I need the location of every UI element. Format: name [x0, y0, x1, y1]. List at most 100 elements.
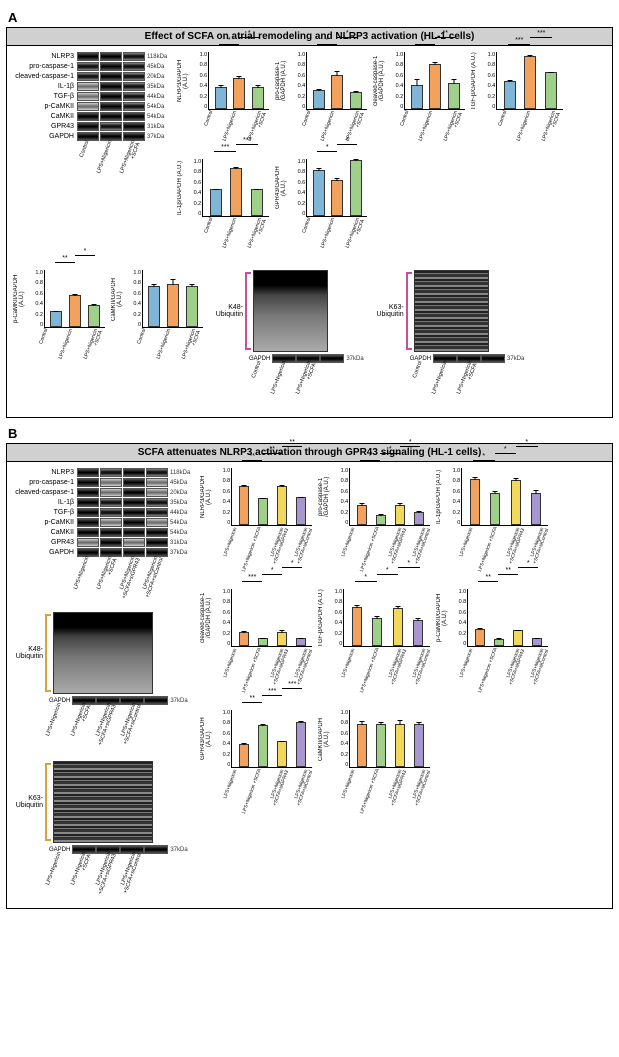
- error-cap: [472, 477, 477, 478]
- sig-stars: *: [504, 446, 507, 453]
- sig-stars: *: [386, 567, 389, 574]
- x-label: LPS+Nigericin +SCFA+siGPR43: [263, 769, 292, 825]
- bar: [411, 85, 423, 109]
- ytick: 0.2: [341, 510, 349, 516]
- chart-area: TGF-β/GAPDH (A.U.)1.00.80.60.40.20***: [318, 589, 430, 647]
- blot-row: NLRP3118kDa: [13, 468, 190, 477]
- x-label: Control: [31, 328, 57, 372]
- panel-a-ubiquitin: K48- UbiquitinGAPDH37kDaControlLPS+Niger…: [213, 270, 524, 411]
- sig-stars: **: [486, 574, 491, 581]
- sig-line: [242, 581, 262, 582]
- x-labels: LPS+NigericinLPS+Nigericin +SCFALPS+Nige…: [318, 769, 430, 825]
- band: [100, 102, 122, 111]
- kda-label: 118kDa: [168, 470, 190, 476]
- blot-bands: [77, 538, 168, 547]
- sig-line: [236, 144, 258, 145]
- ytick: 0.8: [298, 169, 306, 175]
- band: [123, 112, 145, 121]
- bar: [148, 286, 160, 327]
- band: [123, 538, 145, 547]
- error-cap: [378, 514, 383, 515]
- blot-label: p-CaMKII: [13, 519, 77, 526]
- ytick: 0.8: [459, 599, 467, 605]
- sig-line: [282, 688, 302, 689]
- blot-row: CaMKII54kDa: [13, 528, 190, 537]
- blot-row: GPR4331kDa: [13, 538, 190, 547]
- sig-line: [337, 144, 357, 145]
- ytick: 0.6: [223, 731, 231, 737]
- chart-area: TGF-β/GAPDH (A.U.)1.00.80.60.40.20******: [471, 52, 563, 110]
- sig-stars: *: [424, 37, 427, 44]
- error-cap: [416, 511, 421, 512]
- ytick: 0.4: [335, 620, 343, 626]
- ytick: 0.6: [35, 291, 43, 297]
- bar-chart: TGF-β/GAPDH (A.U.)1.00.80.60.40.20***LPS…: [318, 589, 430, 704]
- chart-area: cleaved-caspase-1 /GAPDH (A.U.)1.00.80.6…: [200, 589, 312, 647]
- ytick: 0.8: [341, 478, 349, 484]
- ytick: 1.0: [298, 159, 306, 165]
- y-axis-label: GPR43/GAPDH (A.U.): [275, 159, 287, 217]
- ytick: 1.0: [453, 468, 461, 474]
- x-label: Control: [195, 217, 221, 261]
- sig-stars: *: [291, 560, 294, 567]
- ytick: 0.8: [223, 599, 231, 605]
- ubiq-top: K63- Ubiquitin: [13, 761, 190, 843]
- band: [100, 508, 122, 517]
- gapdh-row: GAPDH37kDa: [49, 845, 190, 854]
- bar: [490, 493, 500, 525]
- bar: [230, 168, 242, 216]
- x-labels: LPS+NigericinLPS+Nigericin +SCFALPS+Nige…: [200, 769, 312, 825]
- ytick: 0.2: [223, 510, 231, 516]
- error-cap: [353, 159, 358, 160]
- ytick: 0.6: [223, 610, 231, 616]
- kda-label: 31kDa: [145, 124, 164, 130]
- error-cap: [414, 79, 419, 80]
- y-axis-label: TGF-β/GAPDH (A.U.): [471, 52, 477, 110]
- ytick: 0.4: [341, 499, 349, 505]
- band: [77, 528, 99, 537]
- bars-box: **: [208, 52, 269, 110]
- blot-row: GAPDH37kDa: [13, 132, 167, 141]
- ytick: 0: [227, 520, 230, 526]
- sig-line: [262, 453, 282, 454]
- error-cap: [218, 85, 223, 86]
- blot-row: cleaved-caspase-120kDa: [13, 488, 190, 497]
- chart-area: NLRP3/GAPDH (A.U.)1.00.80.60.40.20**: [177, 52, 269, 110]
- ytick: 0.6: [335, 610, 343, 616]
- sig-stars: *: [271, 567, 274, 574]
- blot-label: IL-1β: [13, 499, 77, 506]
- bar: [395, 505, 405, 525]
- chart-area: p-CaMKII/GAPDH (A.U.)1.00.80.60.40.20***…: [436, 589, 548, 647]
- chart-area: IL-1β/GAPDH (A.U.)1.00.80.60.40.20******: [177, 159, 269, 217]
- ytick: 0.2: [133, 312, 141, 318]
- x-label: Control: [129, 328, 155, 372]
- error-cap: [534, 490, 539, 491]
- bar: [167, 284, 179, 328]
- x-label: LPS+Nigericin +SCFA: [244, 217, 270, 261]
- blot-bands: [77, 122, 145, 131]
- error-cap: [260, 498, 265, 499]
- ytick: 0.2: [298, 201, 306, 207]
- error-cap: [54, 311, 59, 312]
- bar: [350, 92, 362, 109]
- band: [77, 488, 99, 497]
- blot-row: NLRP3118kDa: [13, 52, 167, 61]
- ytick: 0.4: [223, 499, 231, 505]
- kda-label: 37kDa: [145, 134, 164, 140]
- sig-line: [219, 44, 239, 45]
- sig-stars: **: [250, 453, 255, 460]
- blot-row: cleaved-caspase-120kDa: [13, 72, 167, 81]
- blot-label: CaMKII: [13, 113, 77, 120]
- ytick: 0.2: [223, 752, 231, 758]
- x-label: LPS+Nigericin +SCFA+siControl: [286, 769, 315, 825]
- band: [77, 508, 99, 517]
- ytick: 0.4: [396, 83, 404, 89]
- ytick: 0.4: [341, 741, 349, 747]
- error-cap: [170, 279, 175, 280]
- band: [100, 82, 122, 91]
- band: [77, 538, 99, 547]
- x-labels: ControlLPS+NigericinLPS+Nigericin +SCFA: [111, 329, 203, 371]
- y-axis-label: CaMKII/GAPDH (A.U.): [111, 270, 123, 328]
- x-label: LPS+Nigericin: [219, 217, 245, 261]
- y-axis-label: cleaved-caspase-1 /GAPDH (A.U.): [200, 589, 212, 647]
